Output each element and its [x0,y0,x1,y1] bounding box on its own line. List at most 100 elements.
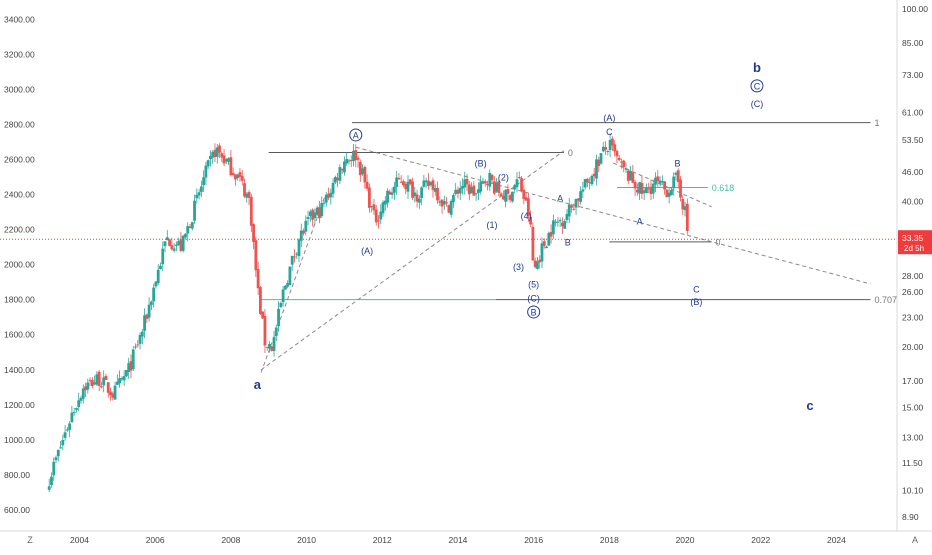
candle-body [113,385,117,400]
right-axis-tick: 11.50 [902,458,923,468]
candle-body [629,170,632,181]
candle-body [549,232,553,237]
candle-body [86,382,90,390]
candle-body [583,179,587,188]
candle-body [163,241,167,247]
candle-body [595,159,598,179]
candle-body [281,289,285,303]
candle-body [633,181,637,189]
candle-body [93,382,97,385]
candle-body [211,151,215,158]
candle-body [436,187,439,201]
right-axis-tick: 8.90 [902,512,919,522]
candle-body [588,182,592,184]
wave-label: (2) [498,173,509,183]
candle-body [452,195,455,203]
candle-body [177,241,181,246]
left-axis-tick: 2800.00 [4,119,35,129]
candle-body [286,283,290,287]
candle-body [479,181,483,192]
candle-body [159,265,162,269]
candle-body [184,233,187,238]
candle-body [620,161,623,163]
candle-body [47,486,51,490]
candle-body [572,208,576,210]
candle-body [115,381,119,385]
candle-body [327,193,330,198]
auto-scale-toggle[interactable]: A [912,535,918,545]
candle-body [365,181,369,189]
candle-body [654,177,657,185]
candle-body [156,269,160,283]
candle-body [170,245,174,250]
candle-body [295,253,299,255]
candle-body [338,167,342,181]
right-axis-tick: 46.00 [902,167,924,177]
wave-label: A [557,194,563,204]
bottom-toolbar: Z A [27,535,918,545]
wave-label: A [353,130,359,140]
candle-body [640,182,644,194]
candle-body [463,179,467,188]
candle-body [408,179,412,184]
candle-body [308,211,312,217]
candle-body [72,411,76,413]
candle-body [483,181,487,184]
candle-body [347,160,351,162]
candle-body [638,182,642,194]
candle-body [504,189,508,202]
right-price-axis[interactable]: 100.00 85.00 73.00 61.00 53.50 46.00 40.00 28.0… [898,4,932,522]
candle-body [140,331,144,337]
candle-body [50,476,53,486]
wave-label-circle [349,128,363,142]
right-axis-tick: 40.00 [902,196,924,206]
candle-body [586,178,589,183]
wave-label: (1) [487,220,498,230]
time-axis-tick: 2008 [221,535,240,545]
candle-body [442,201,446,205]
candle-body [554,221,558,223]
candle-body [685,203,689,232]
candle-body [302,230,305,234]
left-axis-tick: 1800.00 [4,295,35,305]
candle-body [95,374,99,385]
candle-body [542,241,546,246]
candle-body [261,311,265,319]
candle-body [252,224,255,242]
candle-body [395,177,399,187]
right-axis-tick: 85.00 [902,38,924,48]
candle-body [118,378,121,384]
candle-body [486,184,489,186]
candle-body [667,192,671,197]
candle-body [481,181,485,184]
candle-body [90,379,94,386]
candle-body [70,412,74,423]
candle-body [358,161,362,176]
candle-body [349,159,353,162]
candle-body [411,181,414,198]
left-axis-tick: 3000.00 [4,84,35,94]
candle-body [218,145,221,153]
candle-body [474,193,478,195]
candle-body [613,144,617,152]
candle-body [229,157,233,176]
candle-body [576,198,580,201]
candle-body [272,337,276,351]
candle-body [379,211,383,220]
wave-label: B [565,237,571,247]
candle-body [388,191,392,195]
candle-body [106,382,110,393]
time-axis[interactable]: 2004 2006 2008 2010 2012 2014 2016 2018 2020 2022… [70,535,846,545]
candle-body [145,314,149,320]
wave-labels: a A (A) (B) (1) (2) (3) (4) (5) (C) B A B (A) C A B C (B) b… [254,60,814,413]
candle-body [263,316,267,346]
candle-body [574,198,578,208]
timezone-toggle[interactable]: Z [27,535,33,545]
time-axis-tick: 2018 [600,535,619,545]
candle-body [495,182,498,192]
candle-body [524,197,528,201]
candle-body [274,327,278,337]
wave-label: (5) [528,279,539,289]
